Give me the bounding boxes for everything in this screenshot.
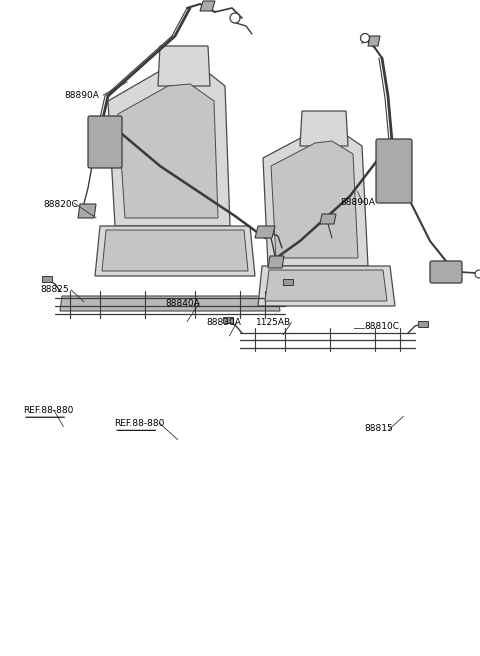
FancyBboxPatch shape	[430, 261, 462, 283]
Polygon shape	[95, 226, 255, 276]
Polygon shape	[320, 214, 336, 224]
Polygon shape	[102, 230, 248, 271]
Text: REF.88-880: REF.88-880	[114, 419, 165, 428]
Polygon shape	[60, 296, 280, 311]
Polygon shape	[368, 36, 380, 46]
Circle shape	[360, 33, 370, 43]
Polygon shape	[418, 321, 428, 327]
Text: 88890A: 88890A	[341, 197, 376, 207]
Text: 1125AB: 1125AB	[256, 318, 291, 327]
Polygon shape	[271, 141, 358, 258]
Text: 88825: 88825	[41, 285, 70, 294]
Circle shape	[475, 270, 480, 278]
Text: REF.88-880: REF.88-880	[23, 405, 73, 415]
FancyBboxPatch shape	[376, 139, 412, 203]
Polygon shape	[283, 279, 293, 285]
Text: 88840A: 88840A	[166, 299, 200, 308]
Polygon shape	[255, 226, 275, 238]
Polygon shape	[223, 317, 233, 323]
Circle shape	[230, 13, 240, 23]
Polygon shape	[258, 266, 395, 306]
Polygon shape	[268, 256, 284, 268]
Text: 88815: 88815	[365, 424, 394, 433]
Polygon shape	[263, 131, 368, 266]
Text: 88810C: 88810C	[365, 321, 400, 331]
Polygon shape	[108, 66, 230, 226]
Text: 88830A: 88830A	[206, 318, 241, 327]
Polygon shape	[118, 84, 218, 218]
Polygon shape	[200, 1, 215, 11]
Polygon shape	[300, 111, 348, 146]
Text: 88890A: 88890A	[65, 91, 100, 100]
Polygon shape	[42, 276, 52, 282]
Polygon shape	[158, 46, 210, 86]
Text: 88820C: 88820C	[43, 199, 78, 209]
Polygon shape	[78, 204, 96, 218]
FancyBboxPatch shape	[88, 116, 122, 168]
Polygon shape	[265, 270, 387, 301]
